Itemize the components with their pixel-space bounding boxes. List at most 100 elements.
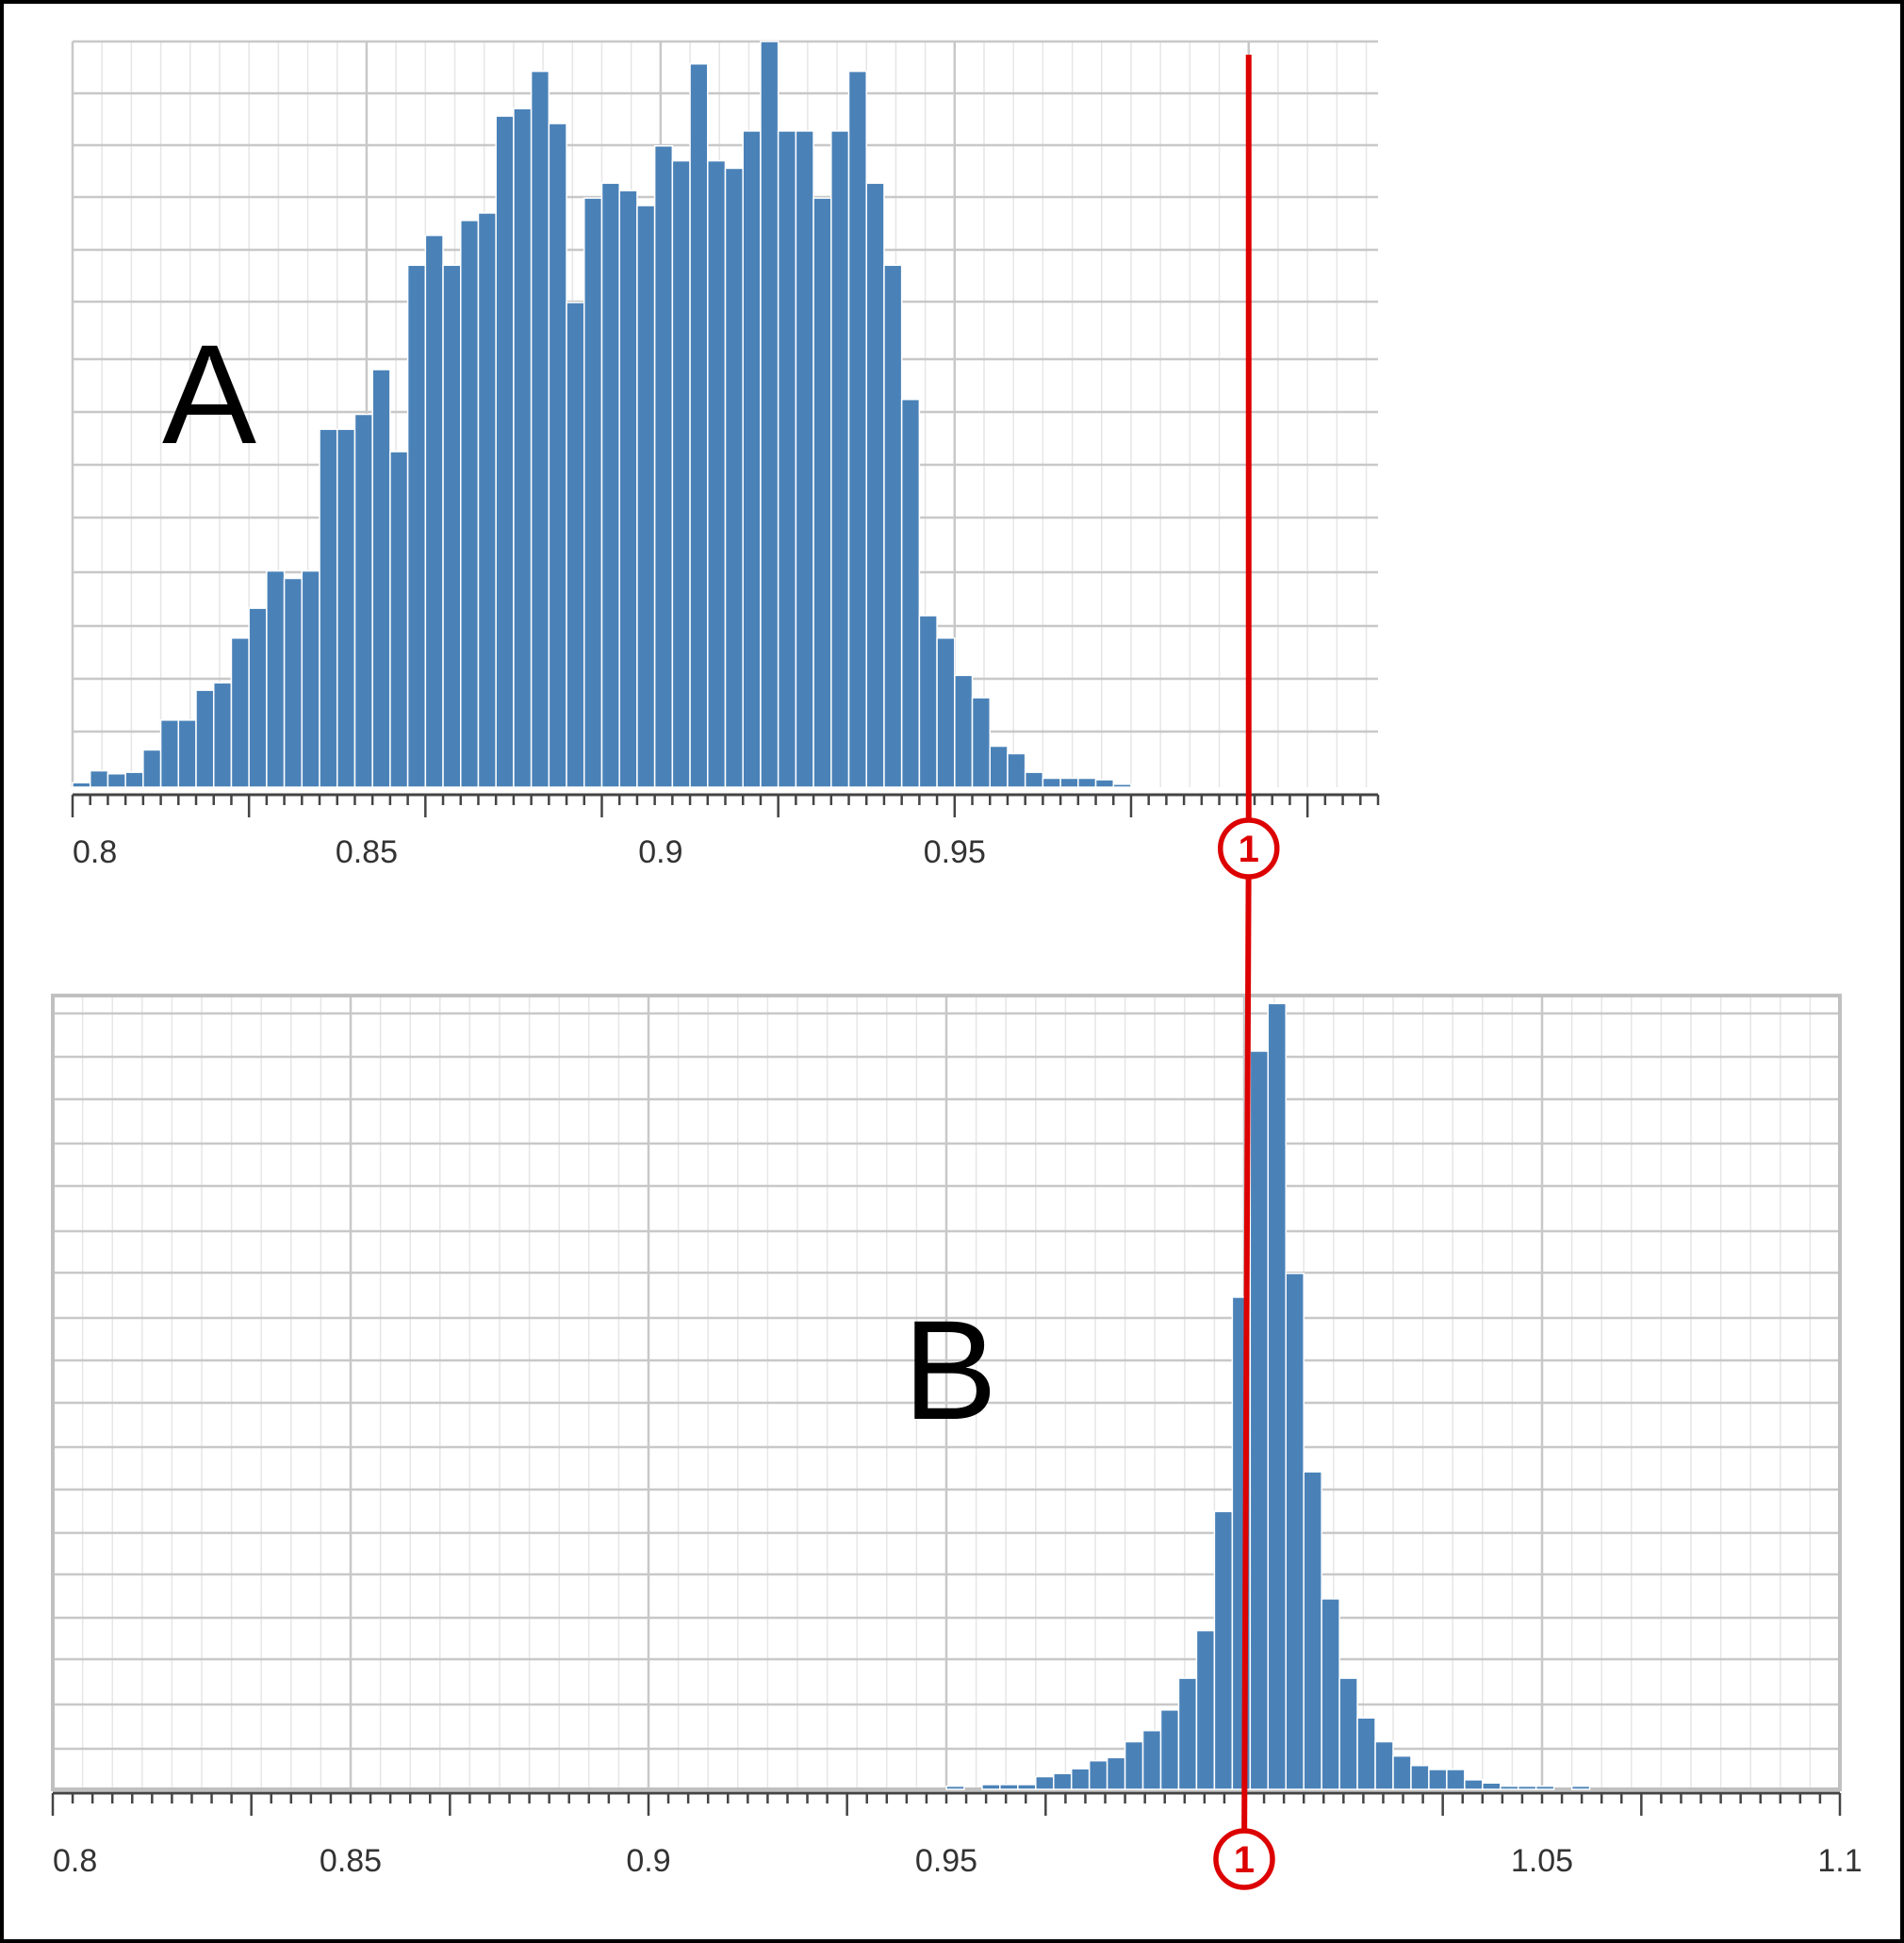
- histogram-bar: [1500, 1785, 1519, 1790]
- histogram-bar: [1053, 1772, 1073, 1790]
- histogram-bar: [1112, 783, 1132, 788]
- histogram-bar: [1159, 1709, 1180, 1790]
- histogram-bar: [1094, 779, 1115, 788]
- x-tick-label: 1.1: [1817, 1843, 1862, 1879]
- histogram-bar: [1482, 1782, 1502, 1790]
- histogram-bar: [600, 182, 620, 788]
- histogram-bar: [548, 123, 567, 788]
- histogram-bar: [1410, 1764, 1430, 1790]
- histogram-bar: [1428, 1769, 1448, 1790]
- histogram-bar: [689, 62, 709, 788]
- histogram-bar: [1017, 1784, 1037, 1790]
- panel-b-label: B: [903, 1291, 997, 1449]
- histogram-bar: [795, 130, 814, 788]
- x-tick-label: 0.95: [915, 1843, 977, 1879]
- histogram-bar: [1070, 1768, 1091, 1790]
- histogram-bar: [1374, 1740, 1394, 1790]
- histogram-bar: [981, 1784, 1001, 1790]
- histogram-bar: [477, 212, 497, 788]
- histogram-bar: [1517, 1785, 1537, 1790]
- panel-b-grid: [51, 994, 1842, 1791]
- histogram-bar: [1042, 777, 1061, 788]
- histogram-bar: [1059, 777, 1079, 788]
- histogram-bar: [830, 130, 850, 788]
- histogram-bar: [1267, 1002, 1287, 1790]
- histogram-bar: [583, 197, 603, 788]
- histogram-bar: [1535, 1785, 1555, 1790]
- panel-a-histogram: 0.8 0.85 0.9 0.95 A: [71, 40, 1380, 870]
- histogram-bar: [1321, 1598, 1340, 1790]
- histogram-bar: [1570, 1785, 1591, 1790]
- panel-a-bars: [72, 41, 1132, 788]
- histogram-bar: [406, 264, 427, 788]
- histogram-bar: [530, 70, 550, 788]
- histogram-bar: [124, 771, 144, 788]
- histogram-bar: [230, 637, 250, 788]
- histogram-bar: [1464, 1779, 1484, 1790]
- marker-label-top: 1: [1239, 829, 1259, 870]
- histogram-bar: [424, 234, 444, 788]
- panel-a-label: A: [162, 315, 256, 473]
- histogram-bar: [159, 719, 180, 788]
- histogram-bar: [1285, 1272, 1305, 1790]
- histogram-bar: [212, 682, 233, 788]
- histogram-bar: [707, 159, 727, 788]
- marker-label-bottom: 1: [1234, 1839, 1255, 1881]
- histogram-bar: [971, 697, 991, 788]
- marker-circle-bottom: [1213, 1828, 1275, 1890]
- histogram-bar: [989, 745, 1009, 788]
- histogram-bar: [266, 569, 286, 788]
- histogram-bar: [248, 607, 268, 788]
- histogram-bar: [371, 369, 391, 788]
- histogram-bar: [653, 144, 674, 788]
- histogram-bar: [495, 115, 515, 788]
- histogram-bar: [636, 205, 656, 788]
- x-tick-label: 0.95: [924, 834, 986, 870]
- x-tick-label: 0.9: [626, 1843, 670, 1879]
- x-tick-label: 0.85: [336, 834, 398, 870]
- histogram-bar: [1141, 1729, 1162, 1790]
- histogram-bar: [936, 637, 956, 788]
- histogram-bar: [442, 264, 462, 788]
- histogram-bar: [742, 130, 762, 788]
- histogram-bar: [336, 428, 356, 788]
- panel-b-histogram: 0.8 0.85 0.9 0.95 1.05 1.1 B: [51, 994, 1863, 1879]
- histogram-bar: [460, 220, 480, 788]
- histogram-bar: [812, 197, 832, 788]
- histogram-bar: [1356, 1717, 1376, 1790]
- histogram-bar: [1392, 1754, 1412, 1790]
- histogram-bar: [1446, 1769, 1466, 1790]
- histogram-bar: [1177, 1677, 1198, 1790]
- histogram-bar: [999, 1784, 1019, 1790]
- histogram-bar: [671, 159, 691, 788]
- x-tick-label: 1.05: [1511, 1843, 1573, 1879]
- histogram-bar: [777, 130, 797, 788]
- histogram-bar: [760, 41, 780, 788]
- histogram-bar: [89, 769, 109, 788]
- histogram-bar: [389, 451, 409, 788]
- histogram-bar: [283, 577, 304, 788]
- histogram-bar: [954, 674, 974, 788]
- histogram-bar: [177, 719, 197, 788]
- histogram-bar: [1338, 1677, 1358, 1790]
- histogram-bar: [618, 189, 638, 788]
- x-tick-label: 0.8: [53, 1843, 97, 1879]
- histogram-bar: [301, 569, 320, 788]
- histogram-bar: [72, 782, 91, 788]
- histogram-bar: [1249, 1050, 1270, 1790]
- histogram-bar: [900, 398, 921, 788]
- x-tick-label: 0.85: [320, 1843, 382, 1879]
- histogram-bar: [883, 264, 903, 788]
- histogram-bar: [195, 689, 215, 788]
- histogram-bar: [1195, 1629, 1216, 1790]
- histogram-bar: [1124, 1740, 1144, 1790]
- histogram-bar: [513, 107, 533, 788]
- histogram-bar: [107, 773, 126, 788]
- histogram-bar: [1106, 1756, 1126, 1790]
- x-tick-label: 0.8: [73, 834, 117, 870]
- reference-marker-at-1: 1 1: [1213, 55, 1280, 1890]
- histogram-bar: [1077, 777, 1097, 788]
- histogram-bar: [847, 70, 867, 788]
